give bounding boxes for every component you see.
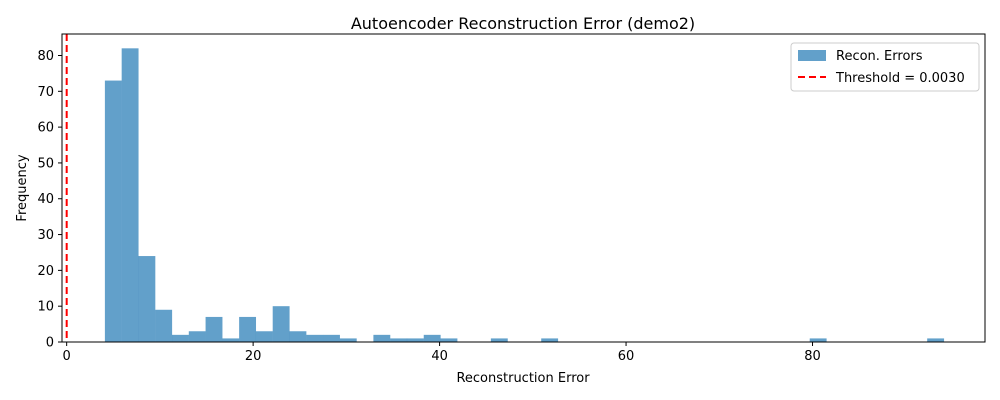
histogram-bar bbox=[104, 80, 122, 342]
histogram-bar bbox=[440, 338, 458, 342]
y-tick-label: 40 bbox=[37, 192, 54, 207]
legend: Recon. Errors Threshold = 0.0030 bbox=[790, 42, 980, 92]
histogram-bar bbox=[121, 48, 139, 342]
histogram-bar bbox=[306, 334, 324, 342]
x-tick-label: 60 bbox=[618, 349, 635, 364]
y-tick-label: 80 bbox=[37, 49, 54, 64]
x-tick-label: 0 bbox=[63, 349, 71, 364]
histogram-bar bbox=[490, 338, 508, 342]
chart-title: Autoencoder Reconstruction Error (demo2) bbox=[351, 14, 695, 33]
y-axis-label: Frequency bbox=[15, 154, 30, 221]
y-tick-label: 20 bbox=[37, 264, 54, 279]
histogram-bar bbox=[272, 306, 290, 342]
y-tick-label: 10 bbox=[37, 300, 54, 315]
legend-box bbox=[790, 42, 980, 92]
histogram-bar bbox=[423, 334, 441, 342]
plot-area-frame bbox=[61, 33, 986, 343]
y-tick-label: 60 bbox=[37, 121, 54, 136]
histogram-bar bbox=[373, 334, 391, 342]
y-tick-label: 70 bbox=[37, 85, 54, 100]
y-tick-label: 30 bbox=[37, 228, 54, 243]
y-tick-label: 50 bbox=[37, 156, 54, 171]
x-tick-label: 20 bbox=[245, 349, 262, 364]
histogram-bar bbox=[239, 316, 257, 342]
x-axis-ticks: 0 20 40 60 80 bbox=[63, 342, 821, 364]
histogram-bar bbox=[289, 331, 307, 342]
histogram-bar bbox=[339, 338, 357, 342]
x-tick-label: 80 bbox=[804, 349, 821, 364]
histogram-bar bbox=[188, 331, 206, 342]
histogram-bar bbox=[927, 338, 945, 342]
histogram-bar bbox=[541, 338, 559, 342]
y-axis-ticks: 0 10 20 30 40 50 60 70 80 bbox=[37, 49, 62, 351]
histogram-bar bbox=[222, 338, 240, 342]
histogram-bar bbox=[809, 338, 827, 342]
histogram-bar bbox=[138, 256, 156, 342]
x-axis-label: Reconstruction Error bbox=[456, 371, 590, 386]
legend-label-threshold: Threshold = 0.0030 bbox=[835, 71, 965, 86]
histogram-bar bbox=[155, 309, 173, 342]
histogram-bar bbox=[172, 334, 189, 342]
histogram-bars bbox=[104, 48, 945, 342]
histogram-bar bbox=[205, 316, 223, 342]
x-tick-label: 40 bbox=[431, 349, 448, 364]
histogram-bar bbox=[323, 334, 340, 342]
legend-swatch-recon-errors bbox=[798, 50, 826, 61]
histogram-bar bbox=[255, 331, 273, 342]
y-tick-label: 0 bbox=[46, 336, 54, 351]
histogram-bar bbox=[406, 338, 424, 342]
legend-label-recon-errors: Recon. Errors bbox=[836, 49, 923, 64]
histogram-bar bbox=[390, 338, 408, 342]
